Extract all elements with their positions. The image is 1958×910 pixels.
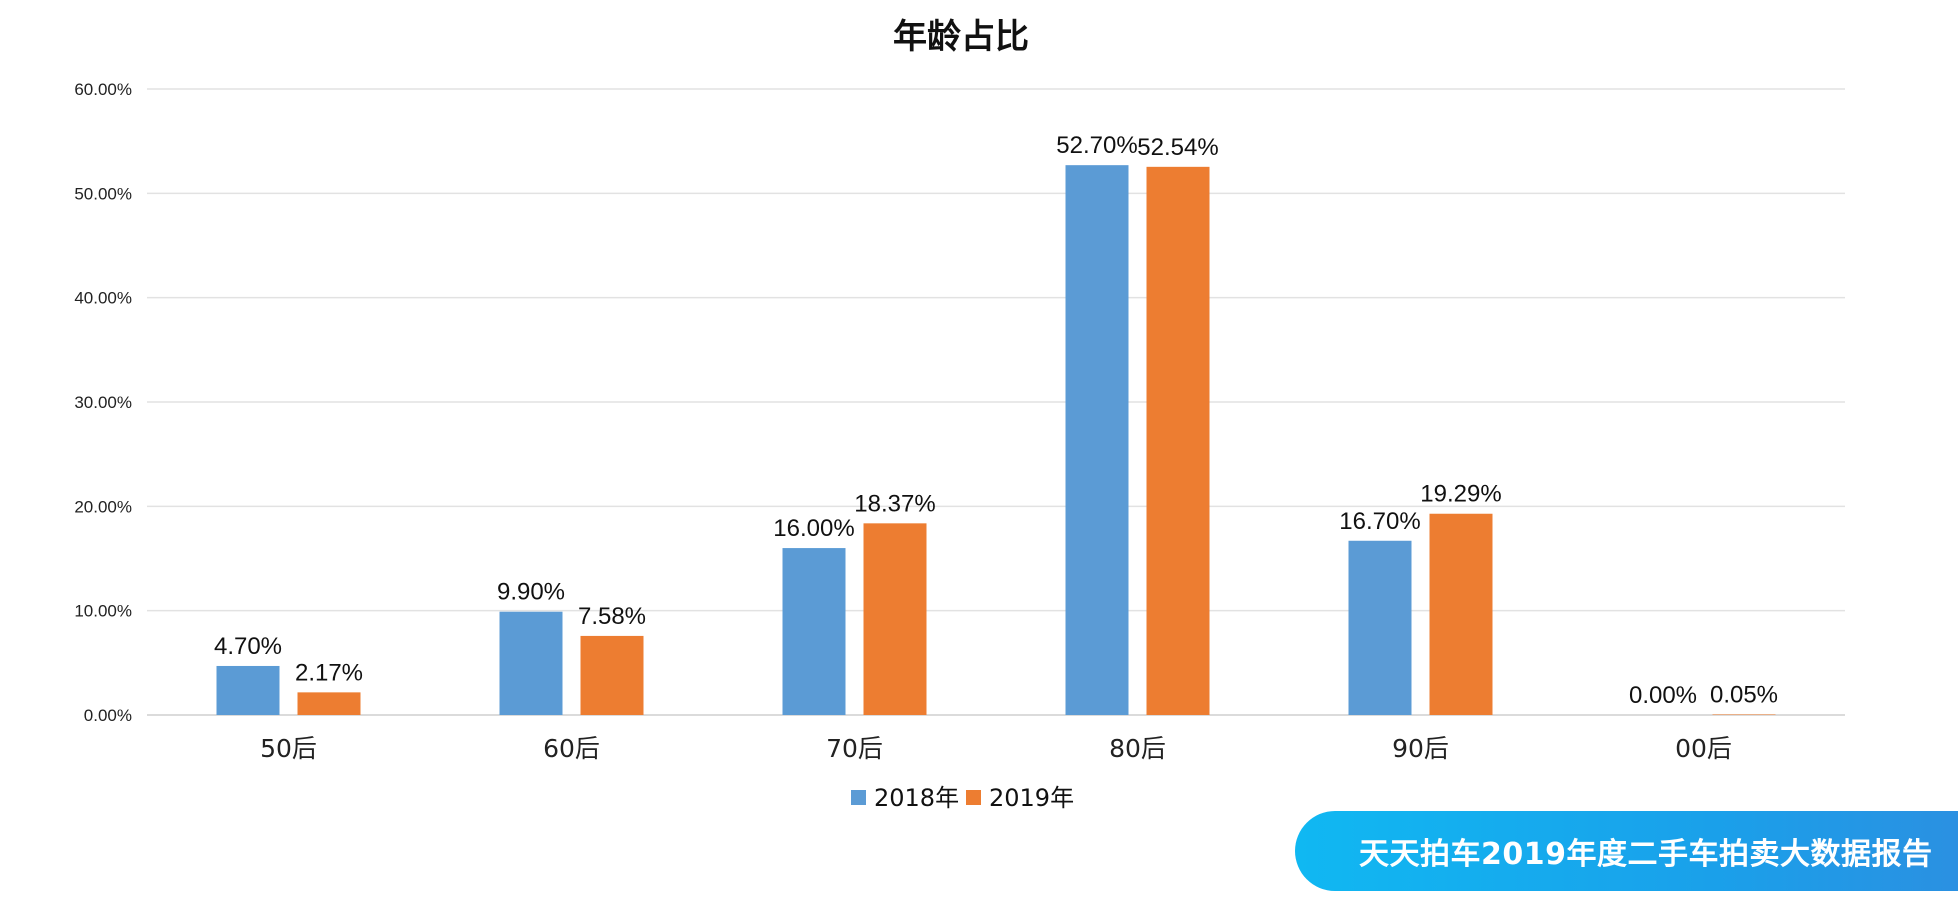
bar — [216, 665, 280, 715]
bar — [580, 635, 644, 715]
legend-swatch — [966, 790, 981, 805]
y-tick-label: 60.00% — [74, 80, 132, 99]
x-tick-label: 50后 — [260, 734, 317, 763]
y-tick-label: 30.00% — [74, 393, 132, 412]
data-label: 16.00% — [773, 515, 854, 542]
data-label: 19.29% — [1420, 481, 1501, 508]
bar — [297, 692, 361, 715]
bar — [1429, 513, 1493, 715]
bar — [863, 523, 927, 715]
data-label: 2.17% — [295, 659, 363, 686]
y-tick-label: 40.00% — [74, 289, 132, 308]
x-tick-label: 00后 — [1675, 734, 1732, 763]
bar — [1065, 165, 1129, 715]
data-label: 52.54% — [1137, 134, 1218, 161]
legend-swatch — [851, 790, 866, 805]
data-label: 16.70% — [1339, 508, 1420, 535]
x-tick-label: 90后 — [1392, 734, 1449, 763]
bar — [1348, 540, 1412, 715]
x-axis-ticks: 50后 60后 70后 80后 90后 00后 — [260, 734, 1732, 763]
chart-title: 年龄占比 — [893, 17, 1029, 57]
data-label: 18.37% — [854, 490, 935, 517]
data-label: 4.70% — [214, 633, 282, 660]
x-tick-label: 70后 — [826, 734, 883, 763]
y-tick-label: 0.00% — [84, 706, 132, 725]
data-label: 7.58% — [578, 603, 646, 630]
y-tick-label: 50.00% — [74, 184, 132, 203]
bar — [782, 548, 846, 715]
gridlines — [147, 88, 1845, 716]
y-tick-label: 20.00% — [74, 497, 132, 516]
report-banner: 天天拍车2019年度二手车拍卖大数据报告 — [1295, 811, 1958, 891]
data-labels: 4.70% 2.17% 9.90% 7.58% 16.00%18.37% 52.70% 52… — [214, 132, 1778, 709]
data-label: 0.05% — [1710, 681, 1778, 708]
data-label: 0.00% — [1629, 682, 1697, 709]
legend-label: 2018年 — [874, 784, 959, 812]
data-label: 52.70% — [1056, 132, 1137, 159]
legend-label: 2019年 — [989, 784, 1074, 812]
y-tick-label: 10.00% — [74, 602, 132, 621]
data-label: 9.90% — [497, 579, 565, 606]
bars — [216, 165, 1776, 716]
bar — [1146, 166, 1210, 716]
bar — [1712, 714, 1776, 715]
y-axis-ticks: 0.00% 10.00% 20.00% 30.00% 40.00% 50.00% 60.00… — [74, 80, 132, 725]
report-banner-text: 天天拍车2019年度二手车拍卖大数据报告 — [1359, 837, 1933, 872]
bar — [499, 611, 563, 715]
x-tick-label: 80后 — [1109, 734, 1166, 763]
x-tick-label: 60后 — [543, 734, 600, 763]
legend: 2018年 2019年 — [851, 784, 1074, 812]
